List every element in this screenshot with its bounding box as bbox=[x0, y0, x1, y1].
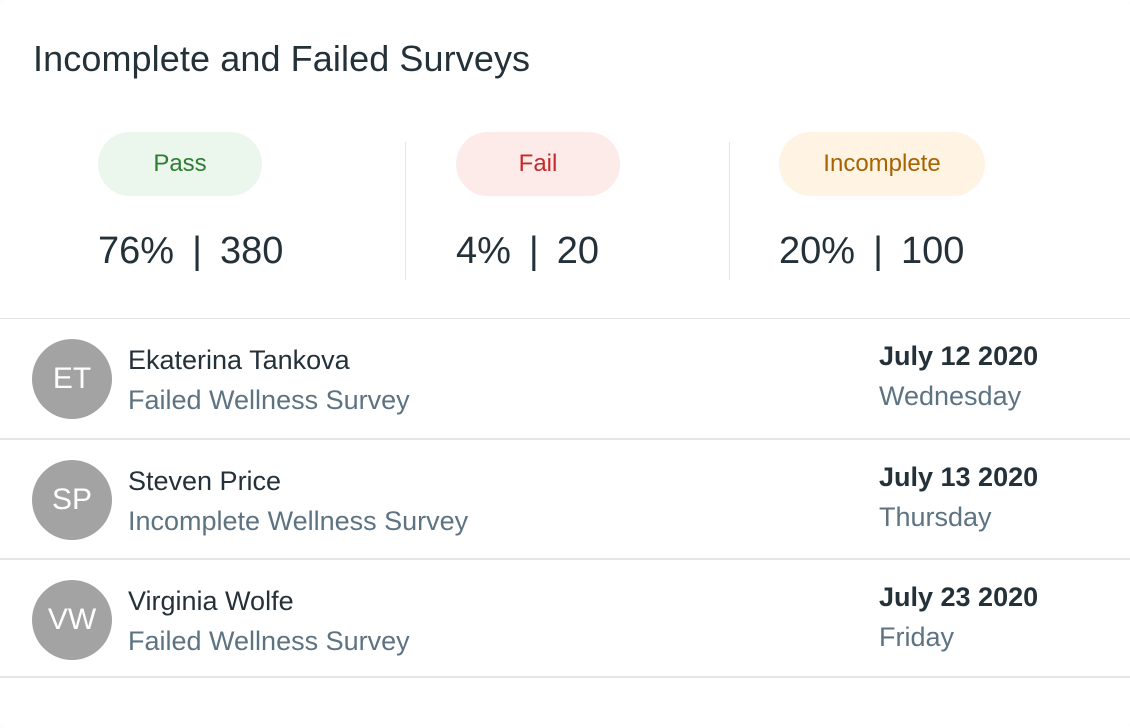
fail-value: 4% | 20 bbox=[456, 230, 599, 273]
stats-summary: Pass 76% | 380 Fail 4% | 20 Incomplete 20% | 1… bbox=[0, 132, 1130, 282]
survey-date: July 23 2020 bbox=[879, 582, 1039, 612]
value-separator: | bbox=[528, 230, 539, 272]
stat-divider bbox=[729, 142, 730, 280]
survey-day: Thursday bbox=[879, 502, 992, 532]
survey-date: July 13 2020 bbox=[879, 462, 1039, 492]
person-name: Ekaterina Tankova bbox=[128, 345, 350, 375]
stat-divider bbox=[405, 142, 406, 280]
value-separator: | bbox=[192, 230, 202, 272]
pass-badge: Pass bbox=[98, 132, 262, 196]
value-separator: | bbox=[873, 230, 883, 272]
card-title: Incomplete and Failed Surveys bbox=[33, 38, 531, 79]
stat-fail: Fail 4% | 20 bbox=[456, 132, 620, 272]
person-name: Virginia Wolfe bbox=[128, 586, 294, 616]
survey-status: Incomplete Wellness Survey bbox=[128, 506, 469, 536]
incomplete-badge: Incomplete bbox=[779, 132, 985, 196]
incomplete-value: 20% | 100 bbox=[779, 230, 964, 273]
survey-list: ET Ekaterina Tankova Failed Wellness Sur… bbox=[0, 318, 1130, 678]
survey-status: Failed Wellness Survey bbox=[128, 385, 410, 415]
stat-pass: Pass 76% | 380 bbox=[98, 132, 283, 272]
pass-count: 380 bbox=[219, 230, 284, 272]
pass-value: 76% | 380 bbox=[98, 230, 283, 273]
fail-count: 20 bbox=[556, 230, 600, 272]
survey-day: Wednesday bbox=[879, 381, 1022, 411]
avatar: VW bbox=[32, 580, 112, 660]
survey-date: July 12 2020 bbox=[879, 341, 1039, 371]
list-item[interactable]: VW Virginia Wolfe Failed Wellness Survey… bbox=[0, 558, 1130, 678]
fail-badge: Fail bbox=[456, 132, 620, 196]
pass-percent: 76% bbox=[98, 230, 175, 272]
stat-incomplete: Incomplete 20% | 100 bbox=[779, 132, 985, 272]
incomplete-percent: 20% bbox=[779, 230, 856, 272]
person-name: Steven Price bbox=[128, 466, 282, 496]
survey-status: Failed Wellness Survey bbox=[128, 626, 410, 656]
list-item[interactable]: ET Ekaterina Tankova Failed Wellness Sur… bbox=[0, 318, 1130, 438]
avatar: SP bbox=[32, 460, 112, 540]
fail-percent: 4% bbox=[456, 230, 511, 272]
list-item[interactable]: SP Steven Price Incomplete Wellness Surv… bbox=[0, 438, 1130, 558]
incomplete-count: 100 bbox=[900, 230, 965, 272]
survey-day: Friday bbox=[879, 622, 955, 652]
avatar: ET bbox=[32, 339, 112, 419]
